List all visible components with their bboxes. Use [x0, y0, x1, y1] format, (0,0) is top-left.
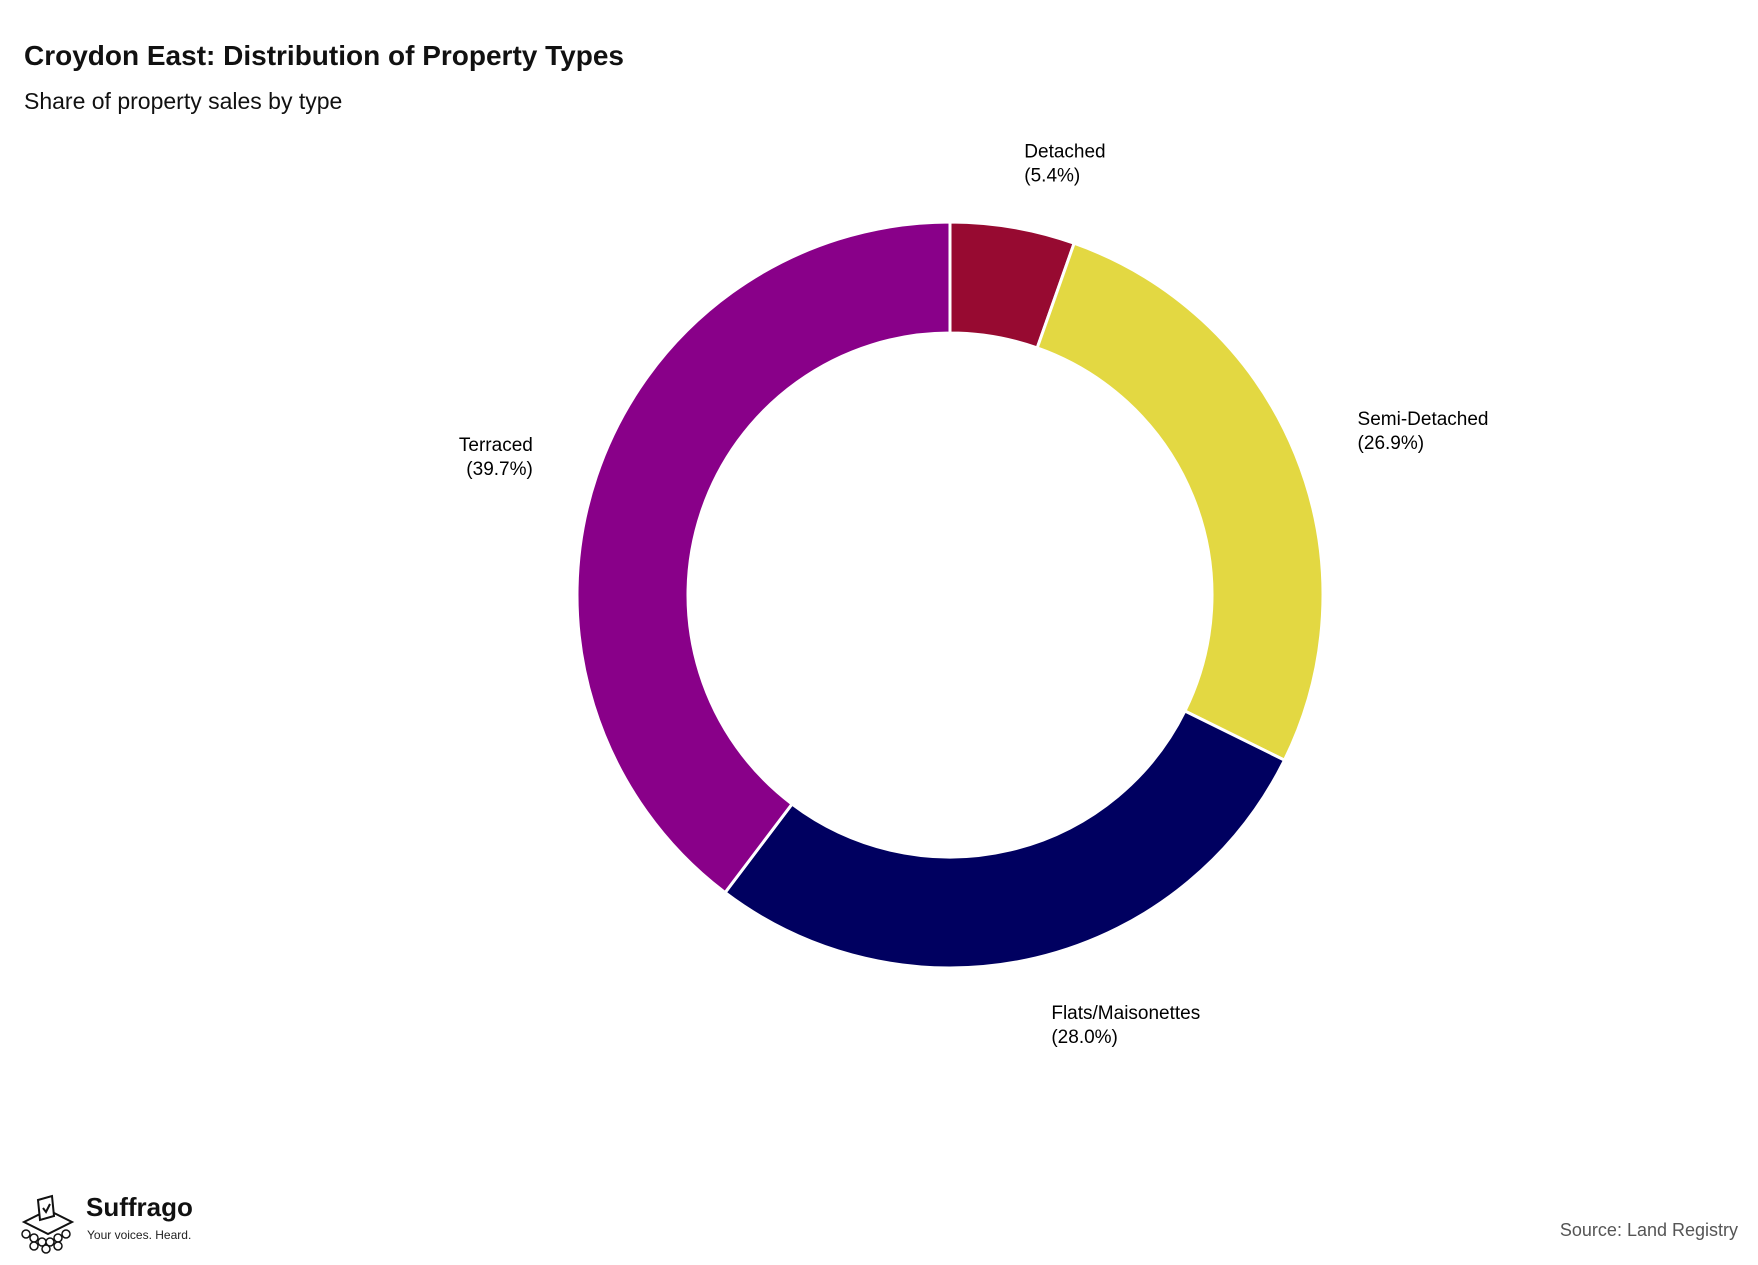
slice-label-terraced: Terraced (39.7%)	[459, 435, 533, 480]
logo-name: Suffrago	[86, 1192, 193, 1222]
slice-label-detached: Detached (5.4%)	[1024, 141, 1105, 186]
slice-flats-maisonettes	[723, 708, 1287, 970]
source-note: Source: Land Registry	[1559, 1220, 1738, 1240]
donut-slices	[575, 220, 1325, 970]
slice-label-flats-maisonettes: Flats/Maisonettes (28.0%)	[1051, 1003, 1200, 1048]
slice-label-semi-detached: Semi-Detached (26.9%)	[1358, 409, 1489, 454]
logo-tagline: Your voices. Heard.	[87, 1228, 192, 1242]
ballot-box-icon	[21, 1194, 75, 1254]
suffrago-logo: Suffrago Your voices. Heard.	[16, 1190, 206, 1254]
slice-labels: Detached (5.4%) Semi-Detached (26.9%) Flats/…	[459, 141, 1489, 1048]
chart-subtitle: Share of property sales by type	[24, 88, 343, 114]
chart-title: Croydon East: Distribution of Property T…	[24, 40, 624, 71]
slice-terraced	[575, 220, 952, 895]
slice-semi-detached	[1035, 241, 1325, 763]
